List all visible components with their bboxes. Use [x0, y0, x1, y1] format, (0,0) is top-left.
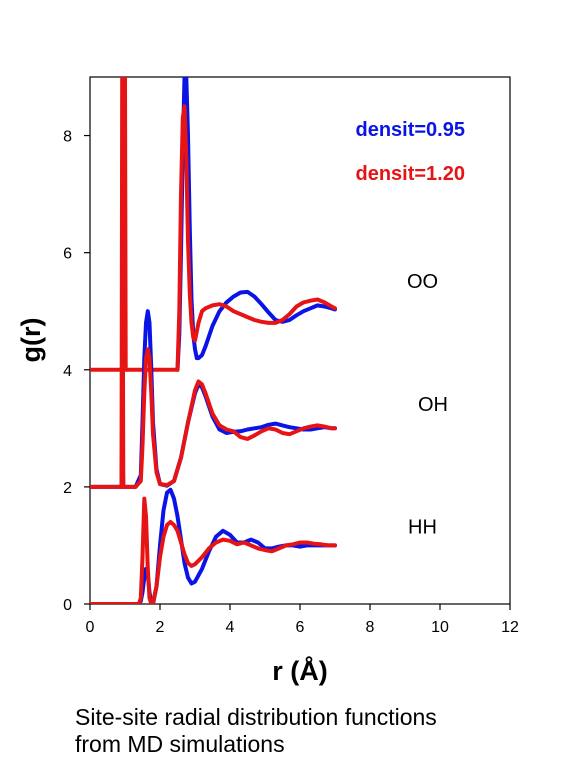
x-tick-label: 6 [296, 619, 305, 636]
legend-entry: densit=0.95 [355, 119, 465, 141]
series-line-oo-densit-1-20 [90, 77, 337, 372]
y-tick-label: 6 [63, 246, 72, 263]
series-lines [90, 77, 337, 604]
legend-entry: densit=1.20 [355, 163, 465, 185]
curve-annotations: OO OH HH [407, 271, 448, 539]
y-tick-label: 4 [63, 363, 72, 380]
y-tick-label: 8 [63, 129, 72, 146]
annotation-oo: OO [407, 271, 438, 293]
series-line-hh-densit-1-20 [90, 496, 337, 604]
series-line-oh-densit-1-20 [90, 77, 337, 489]
x-axis: 0 2 4 6 8 10 12 [86, 604, 519, 636]
figure-caption: Site-site radial distribution functions … [75, 704, 437, 758]
annotation-oh: OH [418, 394, 448, 416]
x-tick-label: 8 [366, 619, 375, 636]
y-axis: 0 2 4 6 8 [63, 129, 90, 614]
caption-line-2: from MD simulations [75, 731, 285, 757]
x-tick-label: 4 [226, 619, 235, 636]
x-tick-label: 0 [86, 619, 95, 636]
y-tick-label: 2 [63, 480, 72, 497]
rdf-chart: 0 2 4 6 8 0 2 4 6 8 10 12 densit=0.95 densit=1.20 O… [16, 76, 519, 686]
x-tick-label: 2 [156, 619, 165, 636]
x-axis-label: r (Å) [272, 655, 328, 686]
y-tick-label: 0 [63, 597, 72, 614]
legend: densit=0.95 densit=1.20 [355, 119, 465, 185]
annotation-hh: HH [408, 517, 437, 539]
plot-frame [89, 76, 511, 605]
x-tick-label: 12 [501, 619, 519, 636]
x-tick-label: 10 [431, 619, 449, 636]
series-line-oo-densit-0-95 [175, 77, 337, 372]
y-axis-label: g(r) [16, 318, 46, 363]
caption-line-1: Site-site radial distribution functions [75, 704, 437, 730]
